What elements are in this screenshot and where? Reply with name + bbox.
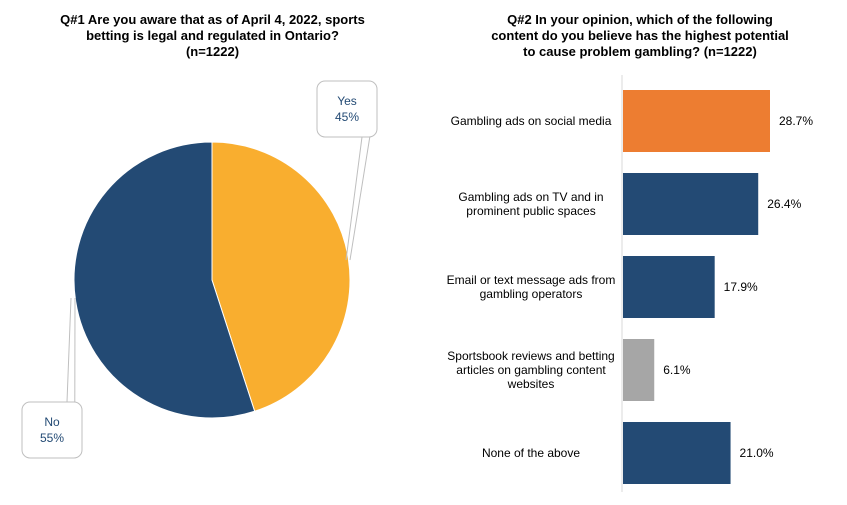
bar-category-label-4: Sportsbook reviews and betting articles o… (447, 349, 614, 391)
pie-leader-line-yes (345, 136, 371, 261)
bar-1 (623, 90, 770, 152)
bar-category-label-5: None of the above (482, 446, 580, 460)
bar-value-label-3: 17.9% (724, 280, 758, 294)
bar-2 (623, 173, 759, 235)
bar-category-label-2: Gambling ads on TV and in prominent publi… (458, 190, 603, 218)
bar-value-label-1: 28.7% (779, 114, 813, 128)
pie-value-no: 55% (40, 431, 64, 445)
pie-callout-box-no (21, 401, 83, 459)
bar-value-label-4: 6.1% (663, 363, 691, 377)
pie-slice-no (73, 141, 256, 419)
pie-leader-line-no (66, 297, 76, 403)
bar-3 (623, 256, 715, 318)
pie-label-yes: Yes (337, 94, 357, 108)
pie-callout-box-yes (316, 80, 378, 138)
bar-category-label-3: Email or text message ads from gambling o… (447, 273, 616, 301)
pie-slice-yes (211, 141, 351, 412)
bar-value-label-5: 21.0% (740, 446, 774, 460)
bar-value-label-2: 26.4% (767, 197, 801, 211)
pie-label-no: No (44, 415, 60, 429)
bar-category-label-1: Gambling ads on social media (451, 114, 612, 128)
bar-5 (623, 422, 731, 484)
bar-chart-title: Q#2 In your opinion, which of the follow… (491, 12, 789, 59)
pie-value-yes: 45% (335, 110, 359, 124)
bar-4 (623, 339, 655, 401)
pie-chart-title: Q#1 Are you aware that as of April 4, 20… (60, 12, 365, 59)
